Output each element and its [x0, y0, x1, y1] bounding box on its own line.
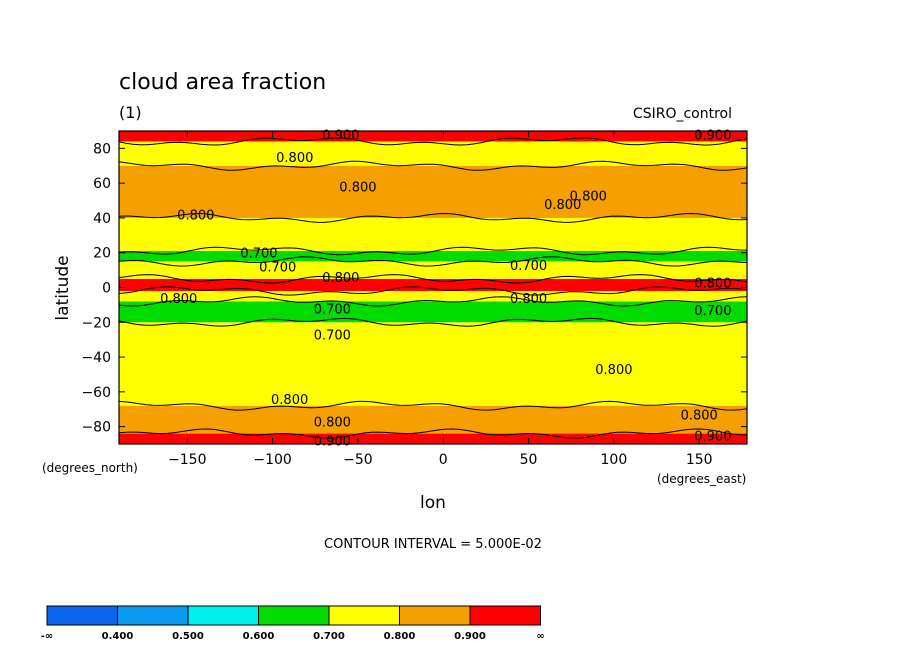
- contour-label-10: 0.800: [322, 271, 359, 286]
- y-tick-label-8: 80: [93, 141, 111, 157]
- contour-label-13: 0.700: [314, 302, 351, 317]
- contour-line-1: [118, 428, 748, 439]
- colorbar-label-5: 0.800: [384, 631, 416, 642]
- contour-label-15: 0.700: [694, 304, 731, 319]
- contour-labels: 0.900 0.9000.8000.8000.8000.8000.8000.700…: [160, 128, 731, 449]
- colorbar-label-6: 0.900: [454, 631, 486, 642]
- contour-label-14: 0.800: [510, 292, 547, 307]
- band-7: [119, 250, 747, 262]
- contour-label-3: 0.800: [339, 181, 376, 196]
- contour-label-1: 0.900: [694, 128, 731, 143]
- contour-label-21: 0.900: [314, 435, 351, 450]
- colorbar-label-2: 0.500: [172, 631, 204, 642]
- band-4: [119, 290, 747, 302]
- contour-line-7: [118, 256, 748, 267]
- contour-line-11: [118, 137, 748, 146]
- y-axis-label: latitude: [53, 255, 73, 320]
- y-ticks: −80 −60 −40 −20 0 20 40 60 80: [81, 141, 747, 436]
- band-0: [119, 433, 747, 444]
- x-ticks: −150 −100 −50 0 50 100 150: [168, 131, 713, 468]
- contour-line-2: [118, 400, 748, 411]
- colorbar-label-0: -∞: [41, 631, 53, 642]
- colorbar-swatch-4: [328, 605, 400, 626]
- contour-label-19: 0.800: [314, 415, 351, 430]
- contour-label-18: 0.800: [271, 393, 308, 408]
- plot-bands: [119, 131, 747, 444]
- contour-lines: [118, 137, 748, 439]
- band-1: [119, 405, 747, 434]
- band-10: [119, 141, 747, 166]
- colorbar-swatch-1: [117, 605, 189, 626]
- x-tick-label-3: 0: [439, 452, 448, 468]
- colorbar-label-7: ∞: [536, 631, 544, 642]
- contour-label-8: 0.700: [259, 261, 296, 276]
- colorbar: [46, 605, 541, 626]
- contour-line-8: [118, 246, 748, 256]
- contour-label-6: 0.800: [177, 208, 214, 223]
- chart-subtitle-left: (1): [119, 103, 142, 122]
- contour-label-0: 0.900: [322, 128, 359, 143]
- colorbar-label-4: 0.700: [313, 631, 345, 642]
- band-8: [119, 217, 747, 251]
- contour-label-5: 0.800: [544, 198, 581, 213]
- x-tick-label-1: −100: [253, 452, 291, 468]
- x-tick-label-0: −150: [168, 452, 206, 468]
- x-tick-label-2: −50: [343, 452, 373, 468]
- y-tick-label-6: 40: [93, 211, 111, 227]
- x-tick-label-4: 50: [520, 452, 538, 468]
- colorbar-swatch-6: [469, 605, 541, 626]
- colorbar-swatch-2: [187, 605, 259, 626]
- contour-label-2: 0.800: [276, 151, 313, 166]
- y-tick-label-0: −80: [81, 420, 111, 436]
- contour-line-6: [118, 274, 748, 284]
- y-units-label: (degrees_north): [42, 461, 138, 475]
- colorbar-swatch-5: [399, 605, 471, 626]
- y-tick-label-3: −20: [81, 315, 111, 331]
- contour-label-20: 0.800: [681, 408, 718, 423]
- band-9: [119, 165, 747, 218]
- contour-line-10: [118, 160, 748, 171]
- y-tick-label-5: 20: [93, 246, 111, 262]
- band-5: [119, 278, 747, 291]
- contour-label-7: 0.700: [240, 247, 277, 262]
- chart-title: cloud area fraction: [119, 70, 326, 95]
- x-axis-label: lon: [420, 493, 446, 513]
- contour-label-22: 0.900: [694, 429, 731, 444]
- contour-label-9: 0.700: [510, 259, 547, 274]
- colorbar-swatch-0: [46, 605, 118, 626]
- contour-label-17: 0.800: [595, 363, 632, 378]
- band-6: [119, 261, 747, 279]
- colorbar-labels: -∞ 0.400 0.500 0.600 0.700 0.800 0.900 ∞: [41, 631, 545, 642]
- contour-interval-text: CONTOUR INTERVAL = 5.000E-02: [324, 537, 542, 552]
- chart-subtitle-right: CSIRO_control: [633, 106, 732, 122]
- contour-label-4: 0.800: [570, 189, 607, 204]
- x-tick-label-6: 150: [686, 452, 713, 468]
- contour-label-12: 0.800: [160, 292, 197, 307]
- y-tick-label-2: −40: [81, 350, 111, 366]
- contour-label-11: 0.800: [694, 276, 731, 291]
- colorbar-label-1: 0.400: [102, 631, 134, 642]
- band-2: [119, 322, 747, 406]
- y-tick-label-4: 0: [102, 281, 111, 297]
- contour-line-3: [118, 317, 748, 327]
- band-11: [119, 131, 747, 142]
- contour-label-16: 0.700: [314, 328, 351, 343]
- x-units-label: (degrees_east): [657, 472, 746, 486]
- colorbar-label-3: 0.600: [243, 631, 275, 642]
- contour-line-4: [118, 296, 748, 307]
- band-3: [119, 301, 747, 323]
- x-tick-label-5: 100: [601, 452, 628, 468]
- colorbar-swatch-3: [258, 605, 330, 626]
- y-tick-label-7: 60: [93, 176, 111, 192]
- contour-line-5: [118, 286, 748, 296]
- y-tick-label-1: −60: [81, 385, 111, 401]
- contour-line-9: [118, 212, 748, 223]
